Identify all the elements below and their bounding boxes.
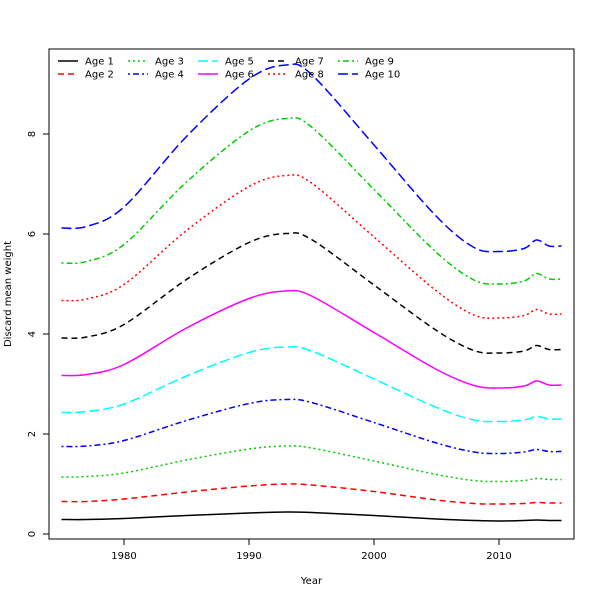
series-line-age-5 — [61, 345, 562, 423]
legend-label: Age 1 — [85, 57, 114, 68]
x-tick-label: 2000 — [361, 551, 386, 562]
series-line-age-2 — [61, 483, 562, 505]
legend-label: Age 10 — [365, 70, 400, 81]
legend-label: Age 5 — [225, 57, 254, 68]
y-tick-label: 0 — [27, 531, 38, 537]
series-line-age-1 — [61, 511, 562, 522]
y-tick-label: 4 — [27, 331, 38, 337]
x-tick-label: 1990 — [236, 551, 261, 562]
legend-label: Age 7 — [295, 57, 324, 68]
series-line-age-10 — [61, 63, 562, 253]
plot-area-frame — [48, 48, 575, 540]
y-tick-label: 8 — [27, 131, 38, 137]
x-axis-label: Year — [300, 576, 323, 587]
x-axis: 1980 1990 2000 2010 — [111, 538, 512, 562]
legend-label: Age 9 — [365, 57, 394, 68]
y-tick-label: 6 — [27, 231, 38, 237]
legend-label: Age 2 — [85, 70, 114, 81]
series-line-age-3 — [61, 445, 562, 483]
y-tick-label: 2 — [27, 431, 38, 437]
series-line-age-4 — [61, 398, 562, 455]
legend-label: Age 3 — [155, 57, 184, 68]
x-tick-label: 1980 — [111, 551, 136, 562]
legend-label: Age 6 — [225, 70, 254, 81]
legend: Age 1 Age 2 Age 3 Age 4 Age 5 Age 6 Age 7 Age 8… — [58, 57, 400, 81]
legend-label: Age 8 — [295, 70, 324, 81]
legend-label: Age 4 — [155, 70, 184, 81]
y-axis: 0 2 4 6 8 — [27, 131, 50, 537]
series-line-age-8 — [61, 174, 562, 319]
series-line-age-9 — [61, 117, 562, 285]
y-axis-label: Discard mean weight — [3, 241, 14, 347]
series-lines — [61, 63, 562, 522]
series-line-age-6 — [61, 289, 562, 389]
x-tick-label: 2010 — [486, 551, 511, 562]
